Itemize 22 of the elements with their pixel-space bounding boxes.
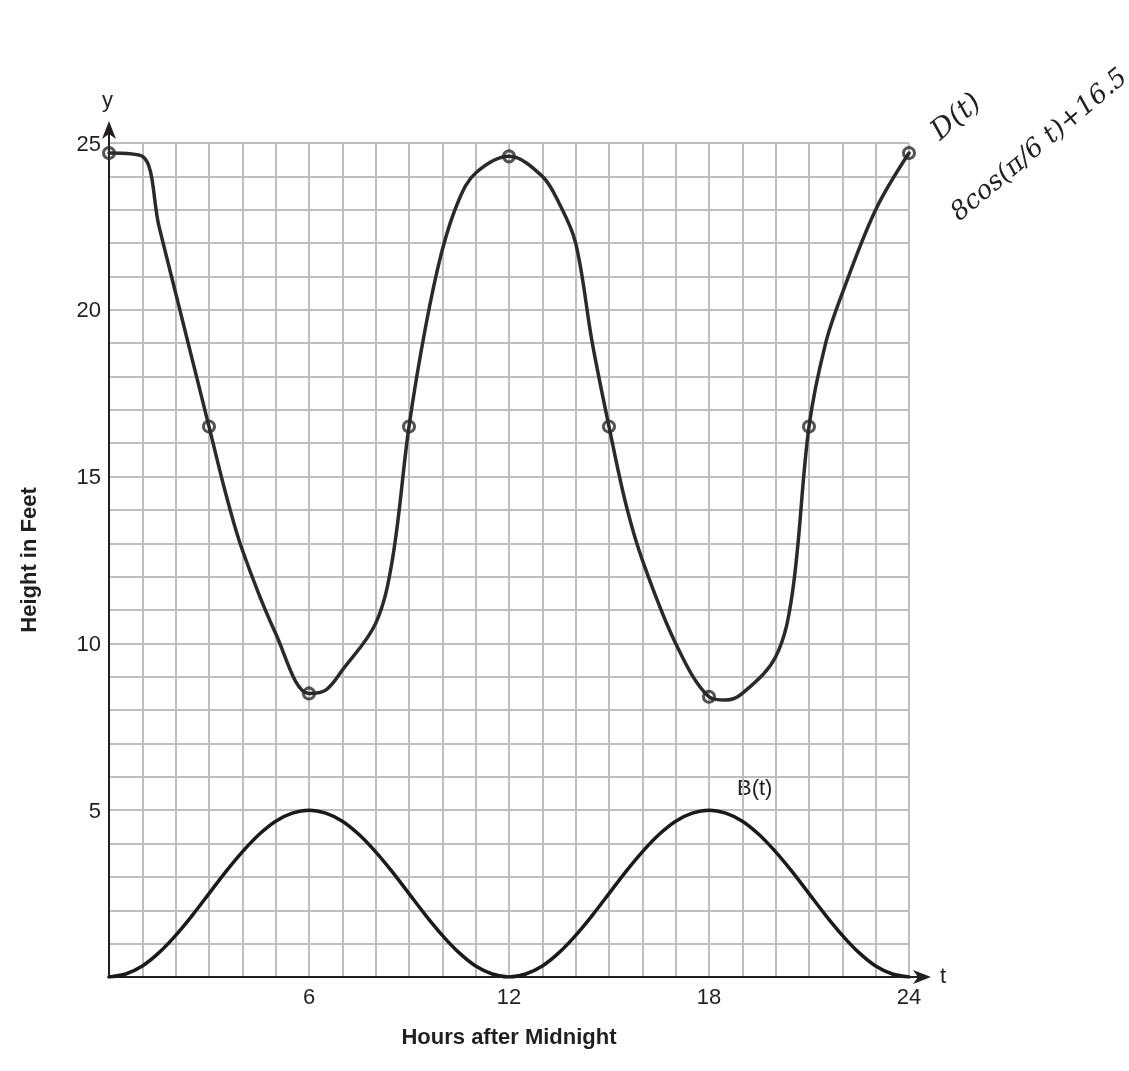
y-tick-label: 20: [76, 297, 101, 323]
text: t: [940, 962, 947, 988]
point: [802, 419, 816, 434]
x-tick-label: 18: [696, 983, 722, 1009]
y-tick-label: 10: [76, 630, 101, 656]
x-axis-title: Hours after Midnight: [401, 1023, 618, 1049]
point: [702, 689, 716, 704]
x-tick-label: 12: [496, 983, 522, 1009]
point: [902, 146, 916, 160]
point: [402, 419, 416, 434]
y-tick-label: 5: [88, 797, 101, 823]
point: [302, 686, 316, 701]
point: [202, 419, 216, 434]
y-tick-label: 15: [76, 464, 101, 490]
text: y: [102, 86, 113, 112]
point: [502, 149, 516, 164]
point: [102, 146, 116, 160]
x-tick-label: 24: [896, 983, 922, 1009]
y-axis-title: Height in Feet: [15, 486, 41, 633]
y-tick-label: 25: [76, 130, 101, 156]
x-tick-label: 6: [302, 983, 316, 1009]
point: [602, 419, 616, 434]
